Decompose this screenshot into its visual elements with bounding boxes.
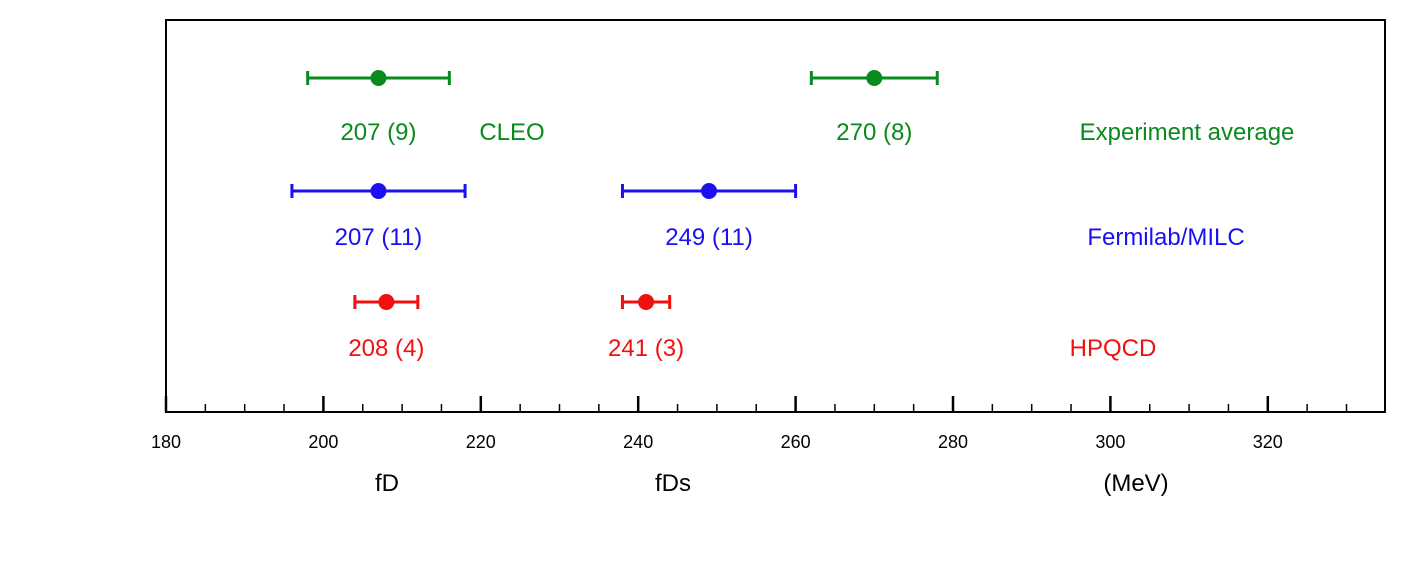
data-point — [370, 183, 387, 199]
value-label: 270 (8) — [836, 119, 912, 146]
x-tick-label: 280 — [938, 432, 968, 452]
series-layer: 207 (9) 270 (8)CLEO Experiment average207 … — [290, 70, 1295, 362]
x-tick-label: 200 — [308, 432, 338, 452]
x-tick-label: 260 — [781, 432, 811, 452]
value-label: 208 (4) — [348, 335, 424, 362]
axis-label-fds: fDs — [655, 470, 691, 497]
axis-label-fd: fD — [375, 470, 399, 497]
data-point — [701, 183, 718, 199]
plot-frame — [165, 19, 1386, 413]
x-tick-label: 320 — [1253, 432, 1283, 452]
x-tick-label: 220 — [466, 432, 496, 452]
value-label: 207 (11) — [335, 224, 423, 251]
x-tick-label: 240 — [623, 432, 653, 452]
series-name-label: HPQCD — [1070, 335, 1157, 362]
axis-label-unit: (MeV) — [1103, 470, 1168, 497]
value-label: 241 (3) — [608, 335, 684, 362]
series-0: 207 (9) 270 (8) CLEO Experiment average — [306, 70, 1295, 146]
series-name-label: CLEO — [479, 119, 544, 146]
x-axis-ticks — [164, 396, 1348, 412]
data-point — [866, 70, 883, 86]
value-label: 207 (9) — [340, 119, 416, 146]
data-point — [370, 70, 387, 86]
series-name-label: Fermilab/MILC — [1087, 224, 1244, 251]
x-axis-tick-labels: 180 200 220 240 260 280 300 320 — [151, 432, 1283, 452]
series-1: 207 (11) 249 (11) Fermilab/MILC — [290, 183, 1245, 251]
x-tick-label: 300 — [1095, 432, 1125, 452]
data-point — [638, 294, 655, 310]
value-label: 249 (11) — [665, 224, 753, 251]
x-axis-labels: fD fDs (MeV) — [375, 470, 1169, 497]
data-point — [378, 294, 395, 310]
x-tick-label: 180 — [151, 432, 181, 452]
series-average-label: Experiment average — [1080, 119, 1295, 146]
series-2: 208 (4) 241 (3) HPQCD — [348, 294, 1156, 362]
